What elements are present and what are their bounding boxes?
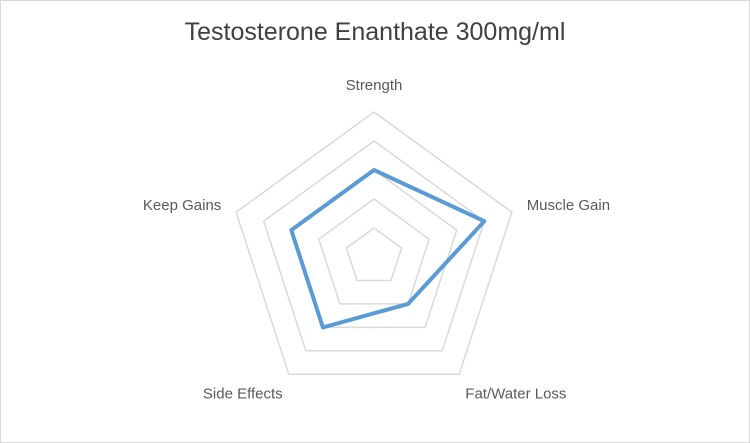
radar-category-labels: Strength Muscle Gain Fat/Water Loss Side Ef… bbox=[143, 77, 610, 403]
category-label-1: Muscle Gain bbox=[527, 197, 610, 214]
radar-series-line-0 bbox=[289, 168, 487, 330]
radar-grid bbox=[235, 111, 513, 376]
radar-series-layer bbox=[289, 168, 487, 330]
category-label-2: Fat/Water Loss bbox=[465, 386, 566, 403]
chart-title: Testosterone Enanthate 300mg/ml bbox=[184, 18, 566, 46]
category-label-4: Keep Gains bbox=[143, 197, 221, 214]
category-label-0: Strength bbox=[346, 77, 403, 94]
radar-gridline-2 bbox=[317, 198, 431, 305]
radar-gridline-1 bbox=[345, 227, 403, 282]
category-label-3: Side Effects bbox=[203, 386, 283, 403]
radar-gridline-4 bbox=[262, 140, 486, 352]
radar-gridline-5 bbox=[235, 111, 513, 376]
